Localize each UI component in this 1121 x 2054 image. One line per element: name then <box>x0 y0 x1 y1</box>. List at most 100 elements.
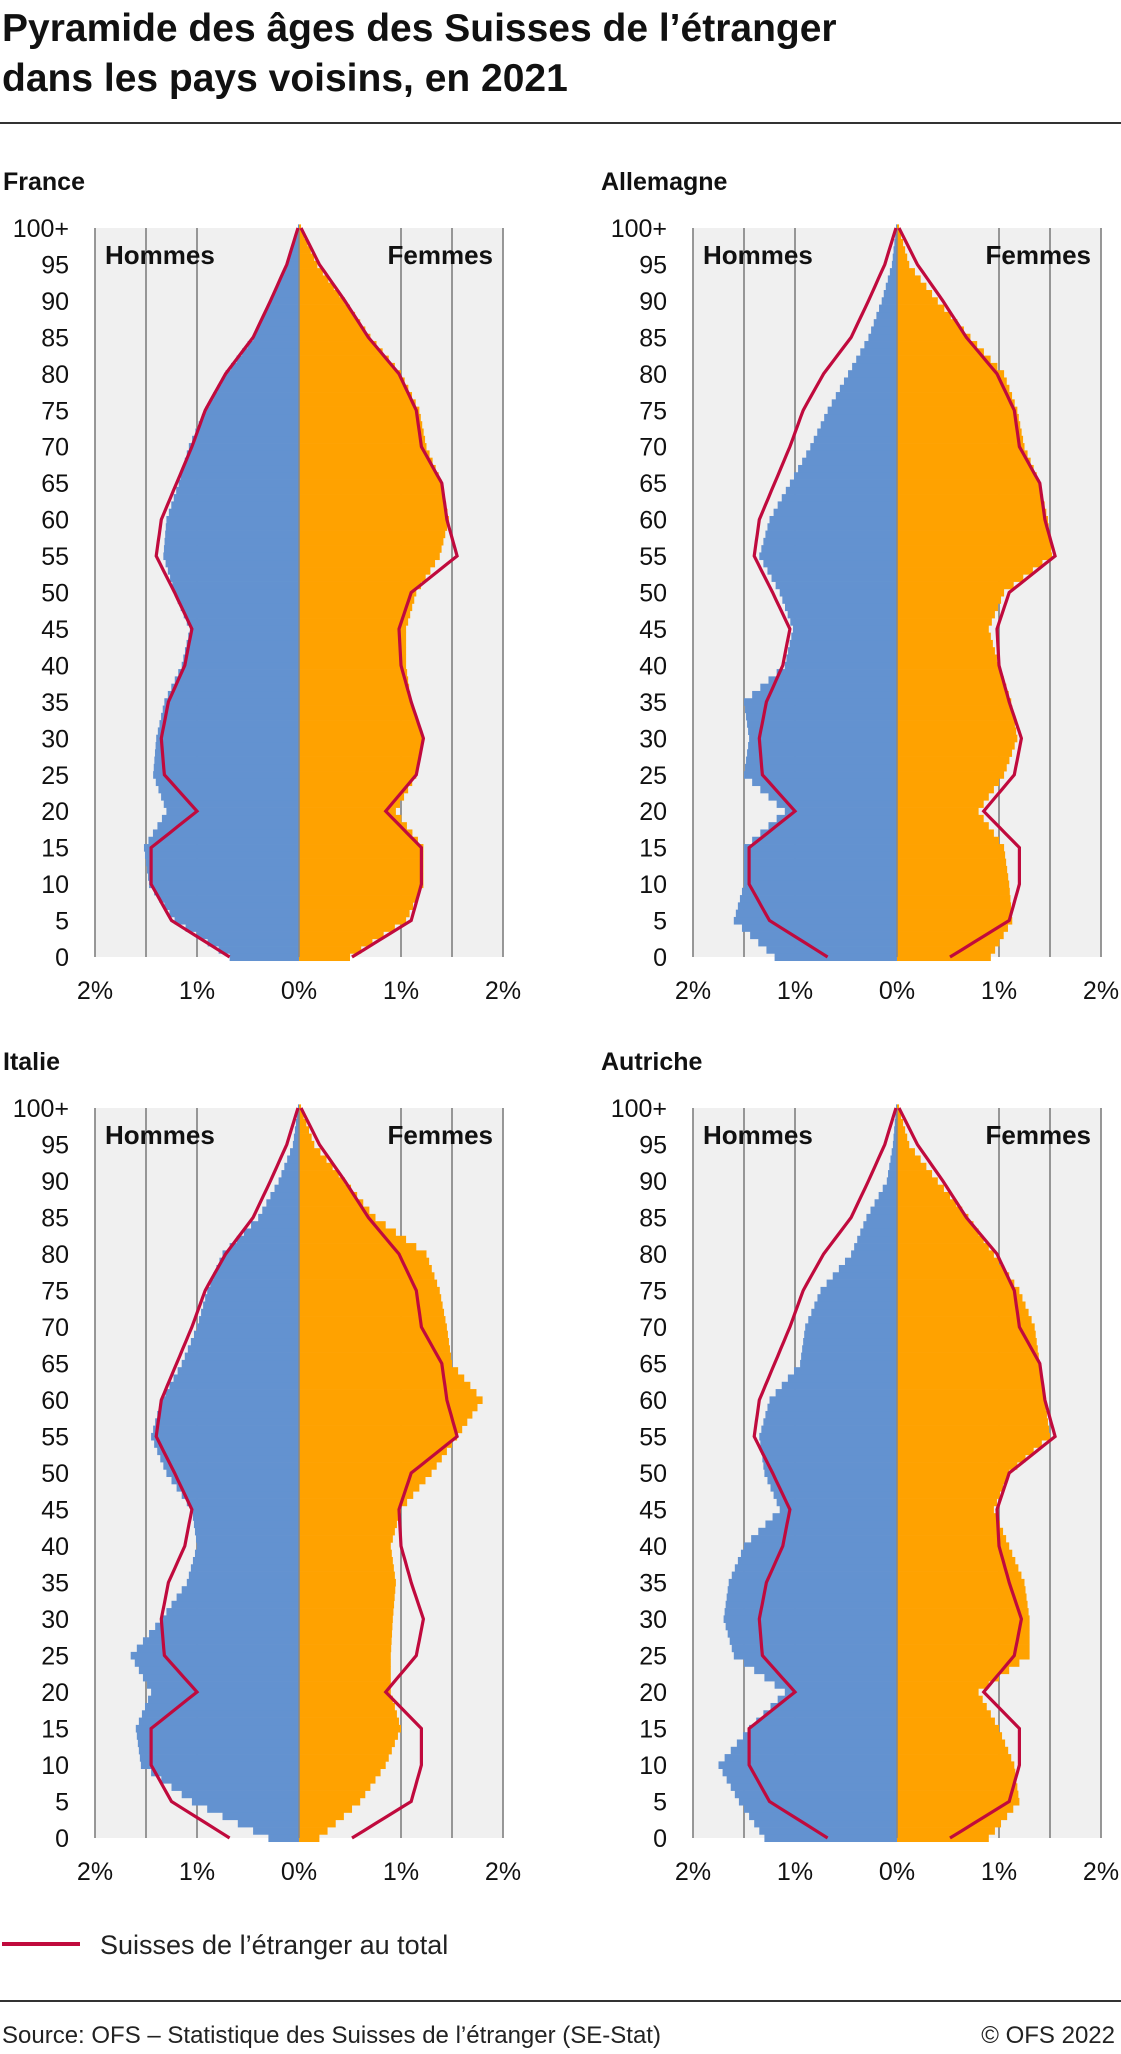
bar-men <box>751 1535 897 1543</box>
bar-women <box>897 355 991 364</box>
bar-men <box>727 1629 897 1638</box>
bar-men <box>141 1710 299 1718</box>
bar-women <box>299 567 431 575</box>
bar-men <box>186 639 299 648</box>
total-line-men <box>149 227 300 959</box>
bar-women <box>299 902 414 910</box>
bar-women <box>299 661 407 670</box>
bar-women <box>897 1775 1017 1784</box>
bar-women <box>299 1571 395 1580</box>
bar-men <box>883 290 897 298</box>
bar-men <box>181 1790 299 1799</box>
bar-women <box>897 1352 1039 1361</box>
bar-women <box>897 1805 1014 1813</box>
bar-men <box>771 574 897 582</box>
age-tick-label: 80 <box>639 361 667 389</box>
bar-women <box>897 1586 1026 1594</box>
bar-women <box>897 282 927 291</box>
bar-men <box>817 1294 897 1302</box>
age-tick-label: 25 <box>639 762 667 790</box>
bar-women <box>299 1586 396 1594</box>
bar-men <box>879 304 897 313</box>
bar-women <box>299 858 424 867</box>
bar-men <box>138 1666 299 1675</box>
bar-men <box>744 873 897 881</box>
bar-men <box>770 1702 897 1711</box>
bar-men <box>205 1294 299 1302</box>
bar-men <box>296 1111 299 1120</box>
bar-men <box>759 1432 897 1441</box>
bar-women <box>897 1308 1029 1317</box>
bar-men <box>278 1177 299 1186</box>
bar-women <box>299 1629 393 1638</box>
bar-men <box>152 829 299 838</box>
bar-men <box>184 457 299 466</box>
bar-women <box>299 1615 393 1624</box>
bar-women <box>299 1294 442 1302</box>
bar-men <box>192 1513 299 1521</box>
title-line-1: Pyramide des âges des Suisses de l’étran… <box>2 7 837 50</box>
bar-women <box>897 501 1045 510</box>
bar-women <box>299 1345 450 1353</box>
age-tick-label: 85 <box>41 1205 69 1233</box>
bar-women <box>897 712 1014 721</box>
bar-women <box>897 523 1049 531</box>
bar-men <box>827 406 897 415</box>
x-tick-label: 1% <box>777 977 813 1005</box>
bar-women <box>299 1111 304 1120</box>
bar-men <box>176 486 299 495</box>
bar-women <box>299 1600 395 1609</box>
bar-men <box>173 1374 299 1383</box>
bar-women <box>897 676 1004 684</box>
bar-men <box>769 515 897 524</box>
bar-women <box>897 1783 1018 1791</box>
bar-men <box>851 1250 897 1259</box>
bar-men <box>870 1206 897 1215</box>
bar-women <box>299 1272 435 1280</box>
bar-women <box>299 304 350 313</box>
bar-women <box>299 1732 398 1740</box>
bar-women <box>299 603 413 612</box>
bar-men <box>761 545 897 553</box>
bar-men <box>169 1381 299 1390</box>
bar-men <box>187 1345 299 1353</box>
bar-women <box>897 1666 1010 1675</box>
bar-men <box>741 887 897 896</box>
bar-women <box>299 450 430 458</box>
bar-men <box>136 1732 299 1740</box>
bar-women <box>897 1126 906 1134</box>
bar-men <box>756 1717 897 1726</box>
bar-men <box>157 822 299 830</box>
bar-men <box>137 1739 299 1748</box>
bar-women <box>299 916 407 925</box>
bar-men <box>188 1571 299 1580</box>
bar-women <box>299 1206 370 1215</box>
bar-women <box>897 435 1024 444</box>
bar-men <box>155 1418 299 1426</box>
bar-women <box>299 1140 315 1149</box>
bar-men <box>134 1659 299 1667</box>
bar-women <box>897 1206 963 1215</box>
bar-men <box>767 1403 897 1412</box>
bar-women <box>897 851 1006 859</box>
age-tick-label: 70 <box>639 1314 667 1342</box>
bar-men <box>738 1797 897 1806</box>
age-tick-label: 0 <box>653 1825 667 1853</box>
bar-men <box>286 260 299 269</box>
age-tick-label: 35 <box>639 1570 667 1598</box>
bar-men <box>798 464 897 473</box>
bar-women <box>299 1440 452 1448</box>
bar-women <box>299 1644 392 1653</box>
bar-men <box>737 1556 897 1565</box>
bar-men <box>739 895 897 903</box>
title-divider <box>0 122 1121 124</box>
bar-men <box>295 1118 299 1127</box>
page-title: Pyramide des âges des Suisses de l’étran… <box>2 4 1112 104</box>
age-tick-label: 95 <box>41 1132 69 1160</box>
age-tick-label: 100+ <box>13 1095 69 1123</box>
bar-men <box>730 1783 897 1791</box>
age-tick-label: 55 <box>639 1424 667 1452</box>
bar-women <box>299 1279 438 1288</box>
bar-men <box>153 763 299 772</box>
label-women: Femmes <box>986 1120 1092 1150</box>
